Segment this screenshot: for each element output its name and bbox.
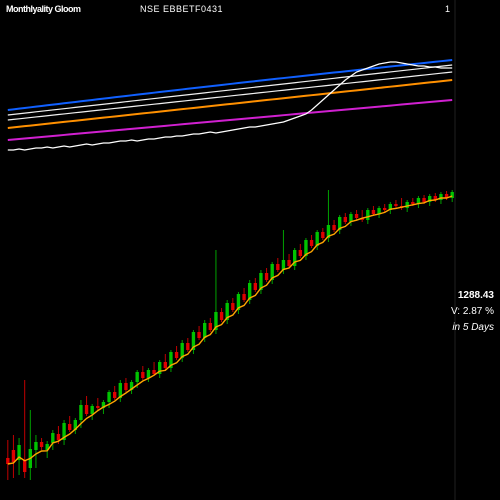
chart-title-watermark: Monthlyality Gloom <box>6 4 81 14</box>
chart-svg <box>0 0 500 500</box>
symbol-text: NSE EBBETF0431 <box>140 4 223 14</box>
right-label: 1 <box>445 4 450 14</box>
price-value: 1288.43 <box>458 290 494 301</box>
stock-chart: Monthlyality Gloom NSE EBBETF0431 1 1288… <box>0 0 500 500</box>
volume-value: V: 2.87 % <box>451 306 494 317</box>
days-value: in 5 Days <box>452 322 494 333</box>
